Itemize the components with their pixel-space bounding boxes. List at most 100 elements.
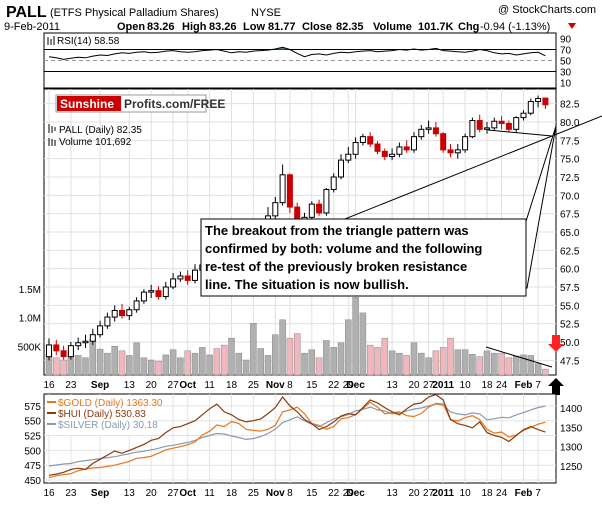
x-tick-label: 20 — [146, 488, 158, 499]
hui-line — [48, 393, 546, 476]
price-tick-label: 80.0 — [560, 118, 580, 129]
x-tick-label: Nov — [266, 488, 285, 499]
volume-bar — [439, 347, 447, 376]
comparison-left-tick: 550 — [24, 417, 41, 428]
volume-bar — [264, 355, 272, 376]
rsi-label-bg — [46, 34, 138, 46]
comparison-left-tick: 500 — [24, 446, 41, 457]
x-tick-label: Feb — [515, 488, 533, 499]
quote-close-label: Close — [302, 21, 332, 33]
annotation-box — [200, 218, 527, 297]
x-tick-label: 24 — [496, 488, 508, 499]
volume-bar — [542, 368, 549, 376]
x-tick-label: 16 — [43, 380, 55, 391]
rsi-tick-label: 90 — [560, 35, 572, 46]
candle-body — [469, 120, 476, 138]
x-tick-label: 25 — [248, 488, 260, 499]
volume-bar — [140, 357, 148, 376]
quote-high-label: High — [182, 21, 207, 33]
candle-body — [367, 136, 374, 145]
volume-bar — [352, 297, 359, 376]
x-tick-label: 29 — [343, 488, 355, 499]
x-tick-label: 10 — [460, 380, 472, 391]
volume-bar — [469, 354, 476, 376]
comparison-left-tick: 475 — [24, 461, 41, 472]
candle-body — [454, 149, 461, 154]
price-tick-label: 82.5 — [560, 100, 580, 111]
volume-bar — [184, 350, 191, 376]
annotation-text: The breakout from the triangle pattern w… — [205, 223, 482, 292]
rsi-label: RSI(14) 58.58 — [57, 36, 120, 47]
candle-body — [505, 122, 512, 130]
sunshine-logo-site: Profits.com/FREE — [124, 97, 225, 111]
candle-body — [476, 120, 483, 130]
candle-body — [82, 340, 89, 344]
quote-open: 83.26 — [147, 21, 175, 33]
x-tick-label: 27 — [168, 380, 180, 391]
volume-bar — [162, 354, 170, 376]
candle-body — [491, 120, 498, 129]
x-tick-label: Sep — [91, 380, 109, 391]
x-tick-label: 13 — [124, 380, 136, 391]
candle-body — [535, 98, 542, 102]
x-tick-label: 23 — [65, 488, 77, 499]
rsi-tick-label: 30 — [560, 68, 572, 79]
volume-bar — [483, 350, 491, 376]
candle-body — [418, 128, 425, 138]
arrow-down-icon — [548, 335, 564, 352]
volume-bar — [74, 355, 82, 376]
price-tick-label: 47.5 — [560, 356, 580, 367]
x-tick-label: 24 — [496, 380, 508, 391]
x-tick-label: 2011 — [432, 380, 454, 391]
volume-bar — [425, 357, 432, 376]
triangle-resistance-line — [487, 129, 553, 137]
comparison-left-tick: 450 — [24, 476, 41, 487]
x-tick-label: 10 — [460, 488, 472, 499]
candle-body — [447, 149, 454, 154]
volume-bar — [308, 349, 316, 376]
x-tick-label: 22 — [328, 488, 340, 499]
volume-bar — [126, 355, 133, 376]
x-tick-label: 25 — [248, 380, 260, 391]
x-tick-label: 18 — [481, 488, 493, 499]
volume-bar — [491, 352, 498, 376]
price-ticks: 82.5 80.0 77.5 75.0 72.5 70.0 67.5 65.0 62.5 60.0… — [560, 100, 580, 368]
rsi-grid — [44, 49, 556, 72]
rsi-line — [48, 46, 546, 60]
volume-bar — [454, 349, 462, 376]
candle-body — [272, 202, 279, 217]
rsi-tick-label: 70 — [560, 46, 572, 57]
candle-body — [75, 342, 82, 347]
candle-body — [345, 153, 352, 161]
x-tick-label: 20 — [408, 488, 420, 499]
x-tick-label: Dec — [346, 380, 365, 391]
x-tick-label: 18 — [226, 380, 238, 391]
x-tick-label: 20 — [146, 380, 158, 391]
comparison-left-tick: 575 — [24, 402, 41, 413]
comparison-right-tick: 1250 — [560, 462, 583, 473]
volume-bars — [45, 297, 549, 376]
quote-low: 81.77 — [268, 21, 296, 33]
price-tick-label: 57.5 — [560, 283, 580, 294]
volume-bar — [301, 352, 308, 376]
candle-body — [396, 146, 403, 155]
volume-bar — [403, 355, 410, 376]
volume-bar — [96, 348, 104, 376]
volume-bar — [418, 352, 425, 376]
x-tick-label: 7 — [535, 380, 541, 391]
comparison-ticks: 575 550 525 500 475 450 1400 1350 1300 1250 — [24, 402, 582, 487]
annotation-line: confirmed by both: volume and the follow… — [205, 241, 482, 256]
x-tick-label: 18 — [226, 488, 238, 499]
x-tick-label: Oct — [179, 380, 196, 391]
volume-resistance-line — [485, 346, 553, 368]
volume-bar — [82, 357, 89, 376]
quote-low-label: Low — [243, 21, 265, 33]
rsi-overbought-fill — [268, 47, 444, 50]
candle-body — [359, 136, 366, 144]
volume-ticks: 1.5M 1.0M 500K — [18, 285, 42, 354]
quote-volume: 101.7K — [418, 21, 454, 33]
x-tick-label: 8 — [287, 488, 293, 499]
exchange-label: NYSE — [251, 7, 281, 19]
candle-body — [104, 316, 111, 327]
candle-body — [119, 309, 125, 317]
